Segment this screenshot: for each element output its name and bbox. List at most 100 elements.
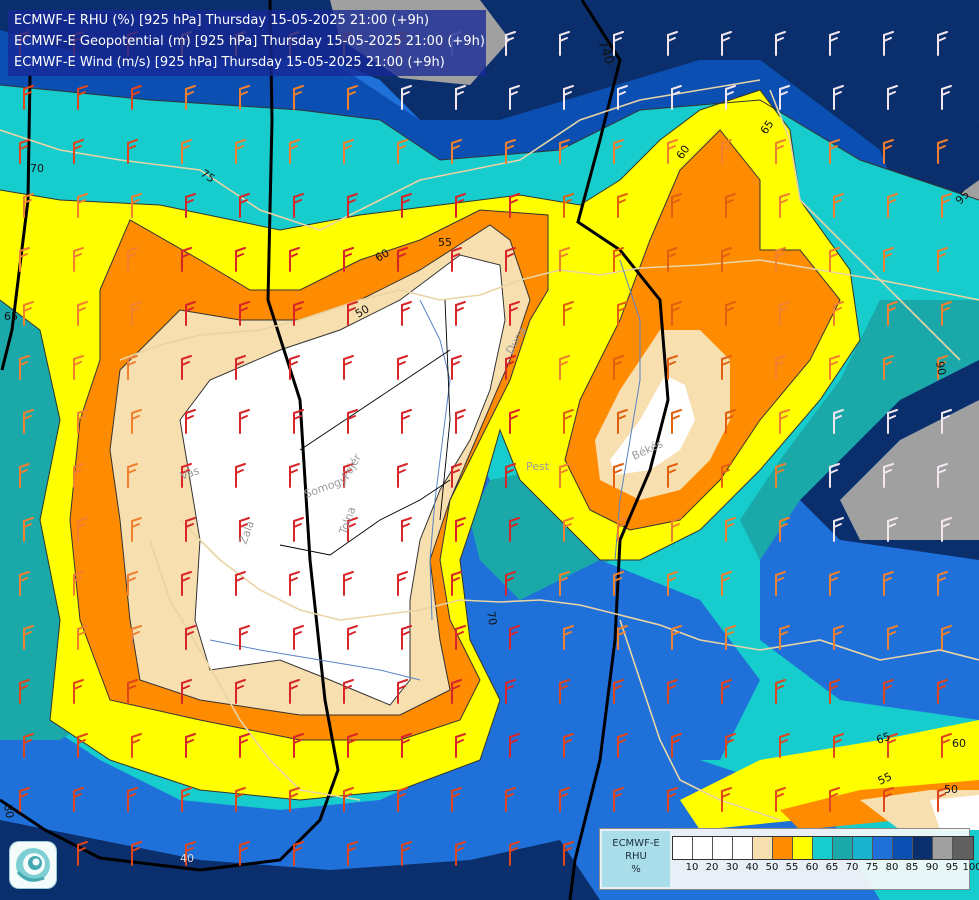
wind-barb-icon <box>293 409 304 434</box>
wind-barb-icon <box>667 787 678 812</box>
legend-swatch <box>873 837 893 859</box>
border-south <box>179 519 979 661</box>
wind-barb-icon <box>509 193 520 218</box>
wind-barb-icon <box>77 517 88 542</box>
wind-barb-icon <box>887 409 898 434</box>
wind-barb-icon <box>451 139 462 164</box>
contour-label-90-right: 90 <box>933 360 948 376</box>
legend-swatch <box>913 837 933 859</box>
wind-barb-icon <box>293 517 304 542</box>
wind-barb-icon <box>613 787 624 812</box>
wind-barb-icon <box>883 355 894 380</box>
wind-barb-icon <box>775 355 786 380</box>
wind-barb-icon <box>883 31 894 56</box>
wind-barb-icon <box>451 355 462 380</box>
wind-barb-icon <box>77 625 88 650</box>
wind-barb-icon <box>19 571 30 596</box>
wind-barb-icon <box>455 193 466 218</box>
wind-barb-icon <box>19 679 30 704</box>
wind-barb-icon <box>887 193 898 218</box>
wind-barb-icon <box>455 85 466 110</box>
wind-barb-icon <box>19 355 30 380</box>
wind-barb-icon <box>455 301 466 326</box>
wind-barb-icon <box>559 355 570 380</box>
wind-barb-icon <box>725 517 736 542</box>
geopotential-line-right <box>568 0 670 900</box>
wind-barb-icon <box>23 85 34 110</box>
wind-barb-icon <box>181 247 192 272</box>
wind-barb-icon <box>613 31 624 56</box>
wind-barb-icon <box>73 247 84 272</box>
wind-barb-icon <box>937 787 948 812</box>
wind-barb-icon <box>667 463 678 488</box>
wind-barb-icon <box>883 679 894 704</box>
wind-barb-icon <box>941 301 952 326</box>
wind-barb-icon <box>883 463 894 488</box>
wind-barb-icon <box>347 625 358 650</box>
wind-barb-icon <box>289 787 300 812</box>
wind-barb-icon <box>397 787 408 812</box>
contour-60 <box>69 209 549 741</box>
wind-barb-icon <box>667 679 678 704</box>
legend-name-line: ECMWF-E <box>612 838 660 849</box>
wind-barb-icon <box>401 193 412 218</box>
wind-barb-icon <box>293 625 304 650</box>
contour-50 <box>179 254 506 706</box>
legend-tick-label: 95 <box>945 862 959 873</box>
wind-barb-icon <box>293 301 304 326</box>
legend-tick-label: 65 <box>825 862 839 873</box>
wind-barb-icon <box>725 409 736 434</box>
wind-barb-icon <box>19 463 30 488</box>
wind-barb-icon <box>887 733 898 758</box>
wind-barbs <box>19 31 952 866</box>
legend-swatch <box>953 837 973 859</box>
wind-barb-icon <box>613 679 624 704</box>
legend-swatches <box>672 836 974 860</box>
contour-label-70-mid: 70 <box>484 610 499 626</box>
wind-barb-icon <box>505 787 516 812</box>
wind-barb-icon <box>775 571 786 596</box>
wind-barb-icon <box>73 571 84 596</box>
legend-swatch <box>853 837 873 859</box>
legend-swatch <box>753 837 773 859</box>
wind-barb-icon <box>23 625 34 650</box>
wind-barb-icon <box>131 85 142 110</box>
wind-barb-icon <box>397 571 408 596</box>
wind-barb-icon <box>937 463 948 488</box>
contour-label-50-lower: 50 <box>944 783 958 796</box>
title-line-rhu: ECMWF-E RHU (%) [925 hPa] Thursday 15-05… <box>14 13 430 28</box>
wind-barb-icon <box>775 247 786 272</box>
wind-barb-icon <box>455 733 466 758</box>
wind-barb-icon <box>127 247 138 272</box>
legend-swatch <box>773 837 793 859</box>
wind-barb-icon <box>775 679 786 704</box>
legend-tick-label: 90 <box>925 862 939 873</box>
wind-barb-icon <box>559 679 570 704</box>
contour-label-50: 50 <box>353 302 372 320</box>
wind-barb-icon <box>127 679 138 704</box>
wind-barb-icon <box>289 463 300 488</box>
wind-barb-icon <box>181 571 192 596</box>
wind-barb-icon <box>775 463 786 488</box>
wind-barb-icon <box>505 247 516 272</box>
gray-patch-right-low <box>840 400 979 540</box>
wind-barb-icon <box>181 463 192 488</box>
wind-barb-icon <box>941 85 952 110</box>
wind-barb-icon <box>455 409 466 434</box>
wind-barb-icon <box>617 733 628 758</box>
wind-barb-icon <box>185 193 196 218</box>
wind-barb-icon <box>617 625 628 650</box>
border-north-upper <box>0 79 761 231</box>
wind-barb-icon <box>613 247 624 272</box>
wind-barb-icon <box>721 787 732 812</box>
wind-barb-icon <box>19 139 30 164</box>
wind-barb-icon <box>559 31 570 56</box>
wind-barb-icon <box>235 679 246 704</box>
legend-tick-label: 55 <box>785 862 799 873</box>
wind-barb-icon <box>181 679 192 704</box>
contour-label-65-lower: 65 <box>875 730 893 747</box>
wind-barb-icon <box>559 247 570 272</box>
wind-barb-icon <box>131 301 142 326</box>
wind-barb-icon <box>343 787 354 812</box>
wind-barb-icon <box>181 355 192 380</box>
